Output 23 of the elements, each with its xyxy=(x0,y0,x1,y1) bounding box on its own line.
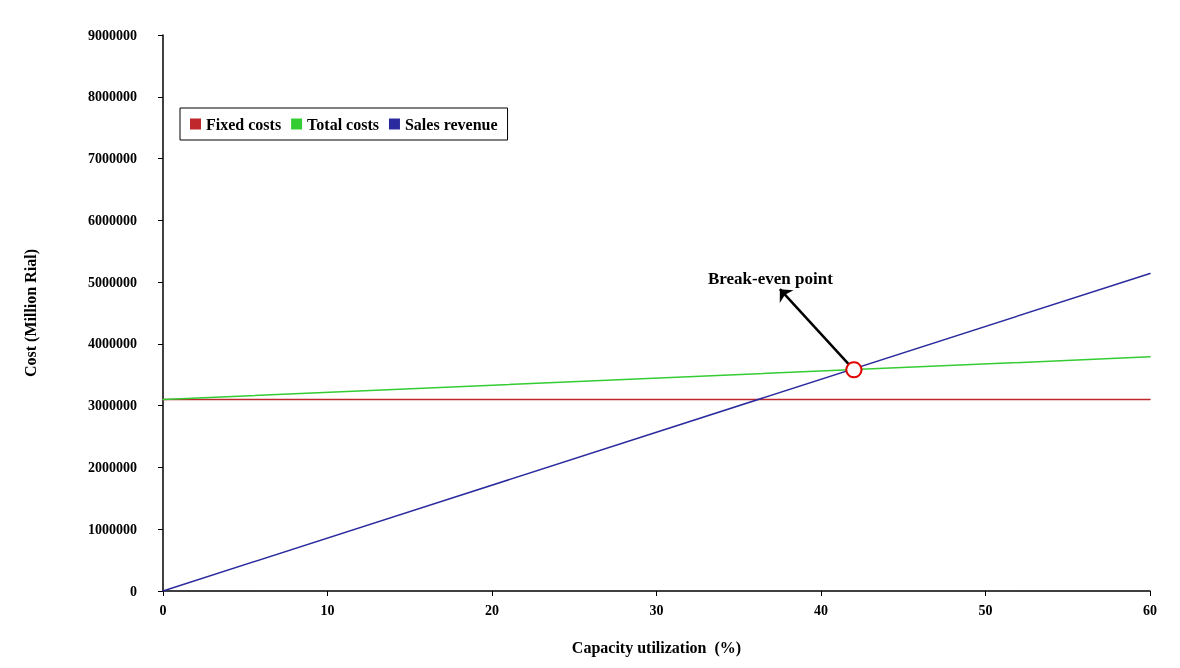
y-tick-label: 3000000 xyxy=(88,398,137,414)
y-tick-label: 6000000 xyxy=(88,212,137,228)
x-tick-label: 20 xyxy=(485,602,499,618)
x-tick-label: 50 xyxy=(978,602,993,618)
y-axis-title: Cost (Million Rial) xyxy=(21,249,40,377)
x-tick-label: 10 xyxy=(320,602,335,618)
y-tick-label: 5000000 xyxy=(88,274,137,290)
y-tick-label: 4000000 xyxy=(88,336,137,352)
legend-label: Total costs xyxy=(307,115,379,133)
x-tick-label: 40 xyxy=(814,602,828,618)
x-tick-label: 30 xyxy=(649,602,664,618)
y-tick-label: 1000000 xyxy=(88,521,137,537)
y-tick-label: 2000000 xyxy=(88,459,137,475)
y-tick-label: 8000000 xyxy=(88,89,137,105)
annotation: Break-even point xyxy=(707,269,834,289)
x-axis-title: Capacity utilization (%) xyxy=(571,638,742,657)
x-tick-label: 0 xyxy=(159,602,167,618)
y-tick-label: 7000000 xyxy=(88,151,137,167)
legend-label: Sales revenue xyxy=(404,115,498,133)
x-tick-label: 60 xyxy=(1143,602,1157,618)
y-tick-label: 9000000 xyxy=(88,27,137,43)
legend-label: Fixed costs xyxy=(206,115,282,133)
y-tick-label: 0 xyxy=(130,583,137,599)
